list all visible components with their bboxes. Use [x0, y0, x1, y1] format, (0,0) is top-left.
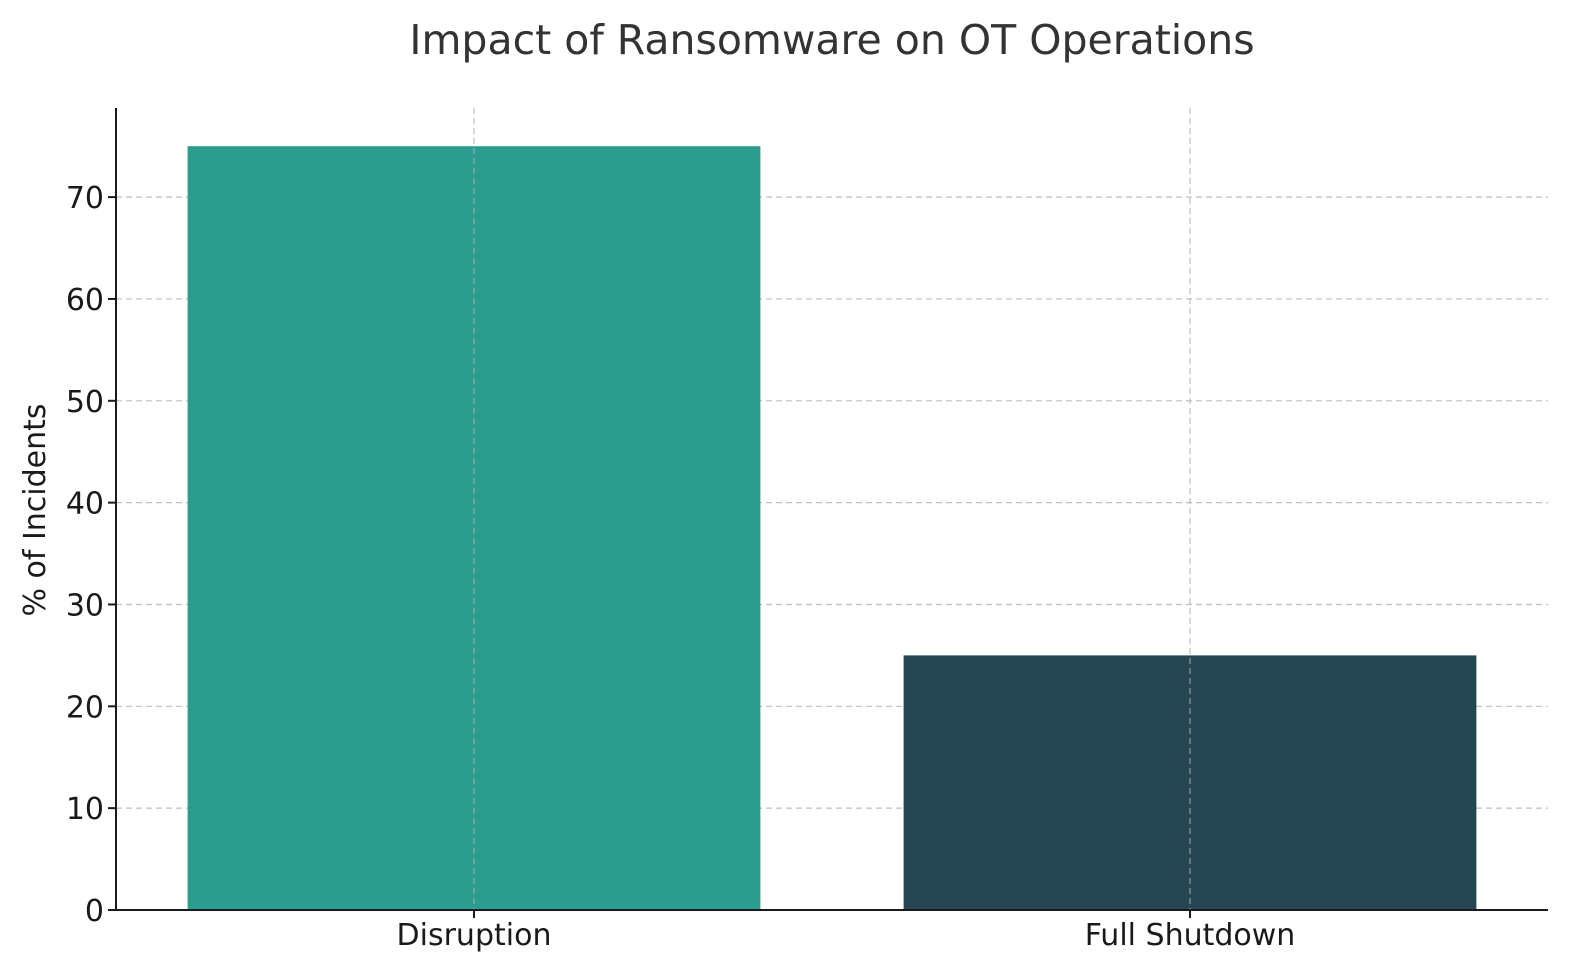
y-tick-label: 50 [66, 385, 104, 420]
chart-title: Impact of Ransomware on OT Operations [409, 16, 1254, 64]
y-tick-layer: 0 10 20 30 40 50 60 70 [66, 181, 116, 929]
x-tick-label: Disruption [397, 918, 552, 953]
x-tick-label: Full Shutdown [1085, 918, 1296, 953]
x-tick-layer: Disruption Full Shutdown [397, 910, 1296, 953]
y-tick-label: 0 [85, 894, 104, 929]
y-tick-label: 30 [66, 588, 104, 623]
y-tick-label: 60 [66, 283, 104, 318]
y-tick-label: 20 [66, 690, 104, 725]
y-tick-label: 40 [66, 487, 104, 522]
y-tick-label: 70 [66, 181, 104, 216]
vertical-grid-layer [473, 108, 1191, 910]
y-tick-label: 10 [66, 792, 104, 827]
y-axis-label: % of Incidents [18, 403, 53, 616]
axis-layer [115, 108, 1548, 911]
bar-layer [187, 146, 1477, 910]
